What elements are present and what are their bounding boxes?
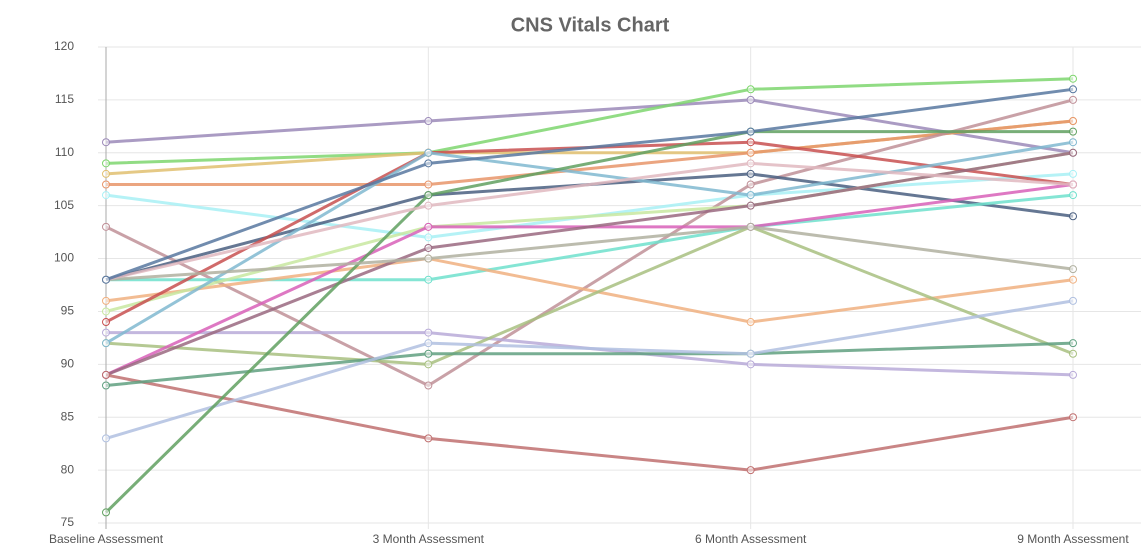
data-point: [424, 159, 433, 168]
series-line: [105, 299, 1074, 440]
data-point: [746, 201, 755, 210]
series-line: [105, 161, 1074, 282]
data-point: [102, 275, 110, 284]
data-point: [746, 127, 755, 136]
data-point: [102, 328, 110, 337]
series-line: [105, 77, 1074, 165]
data-point: [746, 95, 755, 104]
y-tick-label: 100: [54, 251, 74, 265]
y-tick-label: 85: [61, 409, 75, 423]
series-line: [105, 257, 1074, 324]
x-tick-label: Baseline Assessment: [49, 532, 164, 546]
data-point: [424, 254, 433, 263]
data-point: [746, 85, 755, 94]
data-point: [746, 191, 755, 200]
x-tick-label: 6 Month Assessment: [695, 532, 807, 546]
data-point: [1069, 148, 1077, 157]
data-point: [746, 138, 755, 147]
data-point: [424, 222, 433, 231]
data-point: [1069, 265, 1077, 274]
series-line: [105, 87, 1074, 282]
data-point: [424, 275, 433, 284]
data-point: [424, 117, 433, 126]
data-point: [1069, 74, 1077, 83]
data-point: [746, 159, 755, 168]
data-point: [424, 381, 433, 390]
data-point: [424, 349, 433, 358]
data-point: [102, 508, 110, 517]
data-point: [102, 169, 110, 178]
data-point: [746, 222, 755, 231]
data-point: [1069, 127, 1077, 136]
series-line: [105, 151, 1074, 377]
chart-title: CNS Vitals Chart: [511, 14, 670, 36]
data-point: [1069, 85, 1077, 94]
data-point: [102, 339, 110, 348]
x-tick-label: 3 Month Assessment: [373, 532, 485, 546]
y-tick-label: 110: [55, 145, 74, 159]
data-point: [424, 180, 433, 189]
data-point: [1069, 370, 1077, 379]
series-line: [105, 373, 1074, 472]
y-tick-label: 95: [61, 304, 75, 318]
data-point: [1069, 180, 1077, 189]
data-point: [1069, 275, 1077, 284]
x-tick-label: 9 Month Assessment: [1017, 532, 1129, 546]
data-point: [424, 201, 433, 210]
y-tick-label: 120: [54, 39, 74, 53]
data-point: [746, 349, 755, 358]
data-point: [1069, 413, 1077, 422]
series-line: [105, 98, 1074, 155]
data-point: [1069, 349, 1077, 358]
series-line: [105, 225, 1074, 282]
data-point: [746, 360, 755, 369]
data-point: [1069, 339, 1077, 348]
series-line: [105, 341, 1074, 387]
series-line: [105, 140, 1074, 345]
data-point: [1069, 191, 1077, 200]
data-point: [102, 222, 110, 231]
y-tick-label: 105: [54, 198, 74, 212]
data-point: [102, 159, 110, 168]
y-tick-label: 90: [61, 357, 75, 371]
series-line: [104, 130, 1073, 514]
data-point: [102, 307, 110, 316]
data-point: [102, 138, 110, 147]
data-point: [424, 233, 433, 242]
data-point: [1069, 95, 1077, 104]
data-point: [746, 466, 755, 475]
data-point: [1069, 117, 1077, 126]
series-line: [105, 98, 1074, 387]
data-point: [1069, 138, 1077, 147]
y-tick-label: 75: [61, 515, 75, 529]
data-point: [424, 191, 433, 200]
data-point: [424, 148, 433, 157]
data-point: [102, 180, 110, 189]
data-point: [746, 180, 755, 189]
data-point: [1069, 169, 1077, 178]
data-point: [746, 318, 755, 327]
data-point: [102, 381, 110, 390]
data-point: [102, 191, 110, 200]
data-point: [424, 328, 433, 337]
y-tick-label: 80: [61, 462, 75, 476]
data-point: [424, 243, 433, 252]
series-line: [106, 193, 1074, 282]
series-line: [106, 119, 1074, 187]
data-point: [102, 318, 110, 327]
data-point: [102, 370, 110, 379]
data-point: [746, 148, 755, 157]
data-point: [1069, 212, 1077, 221]
data-point: [102, 296, 110, 305]
data-point: [424, 360, 433, 369]
data-point: [102, 434, 110, 443]
data-point: [746, 169, 755, 178]
y-tick-label: 115: [55, 92, 74, 106]
data-point: [424, 339, 433, 348]
data-point: [424, 434, 433, 443]
data-point: [1069, 296, 1077, 305]
